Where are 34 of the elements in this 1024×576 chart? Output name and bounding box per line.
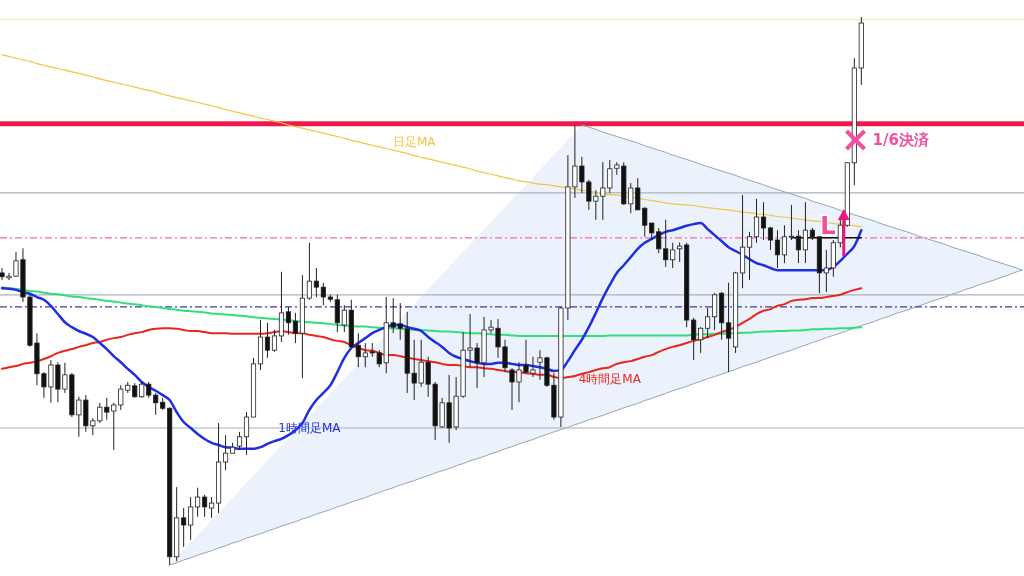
candlestick xyxy=(313,267,319,298)
candlestick xyxy=(705,307,711,339)
candlestick xyxy=(306,242,312,301)
candlestick xyxy=(209,496,215,519)
candlestick xyxy=(774,229,781,269)
candlestick xyxy=(320,282,326,306)
annotation: 1/6決済 xyxy=(872,131,930,150)
candlestick xyxy=(781,224,788,264)
candlestick xyxy=(712,292,718,331)
candlestick xyxy=(802,201,808,264)
candlestick xyxy=(264,322,271,359)
candlestick xyxy=(181,507,187,548)
candlestick xyxy=(236,431,243,451)
candlestick xyxy=(195,487,201,518)
candlestick xyxy=(278,271,285,343)
candlestick xyxy=(823,249,829,293)
candlestick xyxy=(202,494,208,518)
candlestick xyxy=(691,317,697,361)
candlestick xyxy=(746,231,753,281)
candlestick xyxy=(271,329,278,353)
candlestick xyxy=(698,326,704,354)
candlestick xyxy=(188,496,194,541)
candlestick xyxy=(788,204,795,241)
candlestick xyxy=(753,198,760,244)
candlestick xyxy=(334,294,340,333)
candlestick xyxy=(726,282,732,373)
candlestick xyxy=(285,306,291,336)
candlestick xyxy=(243,411,250,456)
series-label: 4時間足MA xyxy=(578,372,642,387)
series-label: 日足MA xyxy=(392,134,437,149)
candlestick xyxy=(760,201,767,241)
candlestick xyxy=(223,434,229,471)
candlestick xyxy=(292,312,298,344)
candlestick xyxy=(677,241,683,263)
